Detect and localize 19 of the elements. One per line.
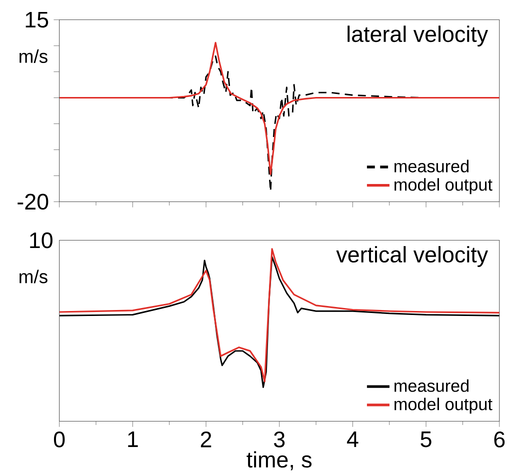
y-axis-title: m/s	[20, 50, 48, 64]
x-tick-label: 3	[274, 432, 285, 448]
y-tick-label: -20	[18, 194, 48, 210]
legend-label: model output	[394, 178, 492, 194]
x-axis-title: time, s	[246, 451, 312, 470]
x-tick-label: 4	[346, 432, 358, 448]
legend-label: measured	[394, 160, 469, 173]
y-axis-title: m/s	[20, 270, 48, 284]
x-tick-label: 5	[420, 432, 432, 448]
x-tick-label: 6	[494, 432, 505, 448]
y-tick-label: 15	[26, 12, 48, 28]
x-tick-label: 2	[200, 432, 212, 448]
legend-label: measured	[394, 380, 469, 392]
x-tick-label: 1	[128, 432, 138, 448]
chart-title: vertical velocity	[336, 246, 488, 268]
legend-label: model output	[394, 398, 492, 414]
text: 10	[30, 232, 52, 248]
chart-title: lateral velocity	[348, 26, 488, 47]
x-tick-label: 0	[54, 432, 65, 448]
